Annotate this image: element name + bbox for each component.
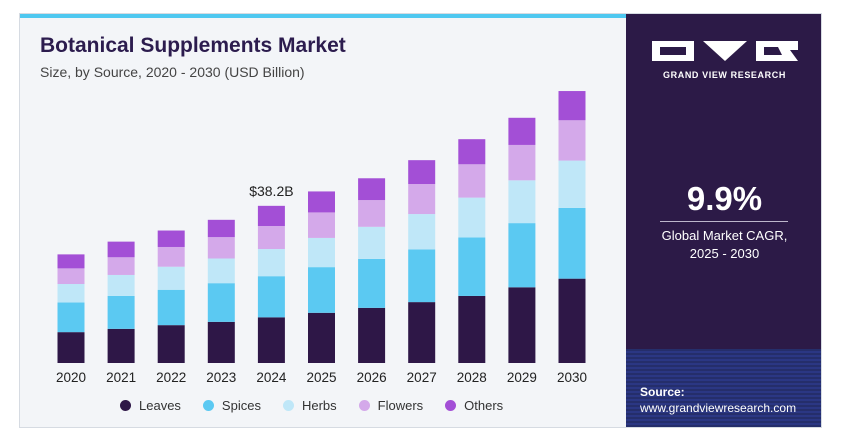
bar-herbs-2023: [207, 258, 235, 284]
bar-others-2029: [508, 117, 536, 145]
bar-leaves-2026: [358, 307, 386, 363]
bar-spices-2023: [207, 283, 235, 322]
bar-flowers-2028: [458, 164, 486, 198]
bar-spices-2030: [558, 207, 586, 279]
x-tick-label: 2023: [206, 370, 236, 385]
cagr-value: 9.9%: [686, 180, 763, 217]
bar-leaves-2023: [207, 321, 235, 363]
divider: [660, 221, 788, 222]
bar-herbs-2030: [558, 160, 586, 208]
bar-spices-2027: [408, 249, 436, 303]
x-tick-label: 2024: [256, 370, 287, 385]
bar-flowers-2021: [107, 257, 135, 275]
bar-herbs-2028: [458, 197, 486, 238]
bar-spices-2024: [257, 276, 285, 318]
x-tick-label: 2022: [156, 370, 186, 385]
bar-others-2022: [157, 230, 185, 247]
bar-spices-2029: [508, 223, 536, 288]
accent-bar: [20, 14, 626, 18]
legend-item-spices: Spices: [202, 398, 261, 413]
bar-herbs-2022: [157, 266, 185, 290]
stacked-bar-chart: 2020 2021 2022 2023 2024 $38.2B 2025 2026 2027 20…: [56, 91, 587, 385]
bar-herbs-2020: [57, 284, 85, 303]
bar-spices-2020: [57, 302, 85, 333]
x-tick-label: 2025: [306, 370, 336, 385]
bar-leaves-2028: [458, 295, 486, 363]
bar-others-2028: [458, 139, 486, 165]
bar-others-2026: [358, 178, 386, 201]
bar-leaves-2024: [257, 317, 285, 363]
bar-herbs-2026: [358, 226, 386, 259]
bar-leaves-2020: [57, 332, 85, 363]
chart-card: Botanical Supplements Market Size, by So…: [19, 13, 822, 428]
legend-item-flowers: Flowers: [358, 398, 424, 413]
legend-swatch: [445, 400, 457, 411]
cagr-label: Global Market CAGR, 2025 - 2030: [626, 227, 821, 263]
bar-flowers-2020: [57, 268, 85, 285]
legend-label: Herbs: [301, 398, 337, 413]
bar-flowers-2022: [157, 246, 185, 267]
bar-leaves-2025: [308, 312, 335, 363]
chart-subtitle: Size, by Source, 2020 - 2030 (USD Billio…: [40, 64, 305, 80]
legend-item-leaves: Leaves: [120, 398, 181, 413]
legend-label: Spices: [221, 398, 261, 413]
bar-others-2030: [558, 91, 586, 121]
bar-spices-2026: [358, 258, 386, 308]
legend-label: Others: [464, 398, 504, 413]
x-tick-label: 2030: [557, 370, 587, 385]
bar-flowers-2023: [207, 237, 235, 259]
grand-view-research-logo-icon: [652, 41, 798, 61]
source-link[interactable]: www.grandviewresearch.com: [640, 401, 797, 415]
legend-swatch: [358, 400, 370, 411]
chart-title: Botanical Supplements Market: [40, 34, 346, 57]
bar-spices-2021: [107, 295, 135, 329]
cagr-label-line1: Global Market CAGR,: [661, 228, 788, 243]
bar-herbs-2029: [508, 180, 536, 224]
chart-legend: Leaves Spices Herbs Flowers Others: [120, 398, 525, 413]
bar-leaves-2030: [558, 278, 586, 363]
sidebar-panel: GRAND VIEW RESEARCH 9.9% Global Market C…: [626, 14, 821, 427]
bar-others-2021: [107, 241, 135, 258]
bar-others-2024: [257, 205, 285, 226]
bar-herbs-2025: [308, 237, 335, 268]
legend-label: Leaves: [139, 398, 181, 413]
x-tick-label: 2026: [357, 370, 387, 385]
bar-herbs-2024: [257, 249, 285, 277]
bar-spices-2028: [458, 237, 486, 296]
bar-leaves-2021: [107, 328, 135, 363]
bar-leaves-2022: [157, 325, 185, 363]
bar-others-2020: [57, 254, 85, 269]
legend-label: Flowers: [377, 398, 424, 413]
bar-others-2027: [408, 160, 436, 185]
legend-swatch: [202, 400, 214, 411]
source-label: Source:: [640, 385, 685, 399]
x-tick-label: 2029: [507, 370, 537, 385]
bar-spices-2022: [157, 289, 185, 326]
bar-flowers-2026: [358, 200, 386, 227]
x-tick-label: 2020: [56, 370, 86, 385]
bar-flowers-2030: [558, 120, 586, 161]
legend-item-others: Others: [445, 398, 503, 413]
bar-leaves-2029: [508, 287, 536, 363]
legend-item-herbs: Herbs: [282, 398, 337, 413]
bar-others-2023: [207, 219, 235, 238]
bar-flowers-2027: [408, 184, 436, 215]
bar-leaves-2027: [408, 302, 436, 363]
brand-name: GRAND VIEW RESEARCH: [663, 70, 786, 80]
legend-swatch: [120, 400, 131, 411]
sidebar-pattern: [626, 349, 821, 427]
bar-others-2025: [308, 191, 335, 213]
x-tick-label: 2028: [457, 370, 487, 385]
legend-swatch: [282, 400, 294, 411]
bar-flowers-2029: [508, 144, 536, 181]
cagr-label-line2: 2025 - 2030: [689, 246, 760, 261]
data-label-annotation: $38.2B: [249, 183, 293, 199]
x-tick-label: 2021: [106, 370, 136, 385]
bar-spices-2025: [308, 267, 335, 313]
bar-herbs-2027: [408, 214, 436, 250]
x-tick-label: 2027: [407, 370, 437, 385]
bar-flowers-2025: [308, 212, 335, 238]
bar-herbs-2021: [107, 274, 135, 296]
bar-flowers-2024: [257, 225, 285, 250]
